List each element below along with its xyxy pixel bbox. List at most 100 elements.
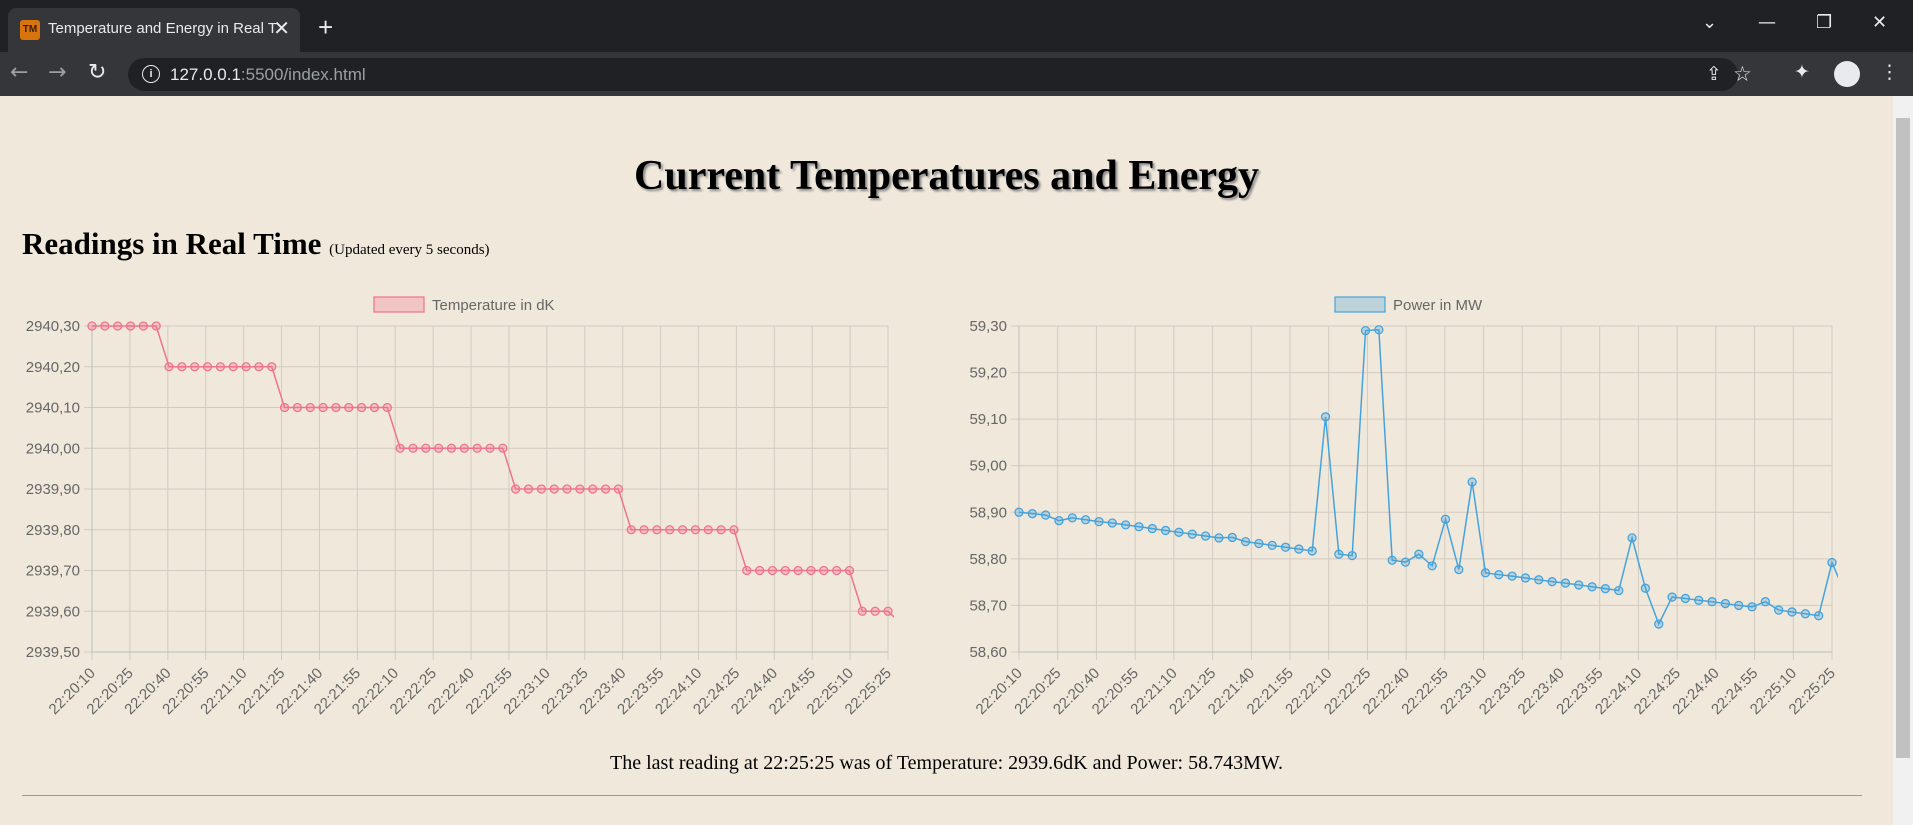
section-title: Readings in Real Time [22,226,322,261]
data-point [883,606,893,616]
data-point [1387,555,1397,565]
profile-avatar[interactable] [1834,61,1860,87]
data-point [857,606,867,616]
data-point [1560,578,1571,588]
data-point [485,443,495,453]
page-scrollbar[interactable] [1893,96,1913,825]
data-point [125,321,136,331]
forward-icon[interactable]: → [48,60,67,85]
data-point [1694,595,1704,605]
reload-icon[interactable]: ↻ [88,60,107,85]
data-point [1414,549,1424,559]
data-point [1747,602,1757,612]
data-point [665,525,675,535]
y-tick-label: 58,90 [969,504,1007,521]
data-point [1547,577,1557,587]
series-line [1018,328,1838,626]
data-point [1187,529,1197,539]
legend-label: Temperature in dK [432,297,555,314]
data-point [1294,544,1304,554]
data-point [331,402,341,413]
data-point [1574,580,1584,590]
data-point [433,443,444,453]
data-point [1267,540,1277,551]
tab-search-icon[interactable]: ⌄ [1702,12,1718,33]
data-point [1734,600,1744,611]
data-point [1440,514,1451,524]
data-point [1094,516,1104,527]
info-icon[interactable]: i [142,65,160,83]
y-tick-label: 58,60 [969,644,1007,661]
share-icon[interactable]: ⇪ [1706,63,1722,85]
new-tab-icon[interactable]: + [318,12,334,42]
legend-swatch [1334,296,1386,313]
restore-icon[interactable]: ❐ [1816,12,1833,33]
y-tick-label: 59,00 [969,458,1007,475]
data-point [511,484,521,494]
data-point [138,321,149,331]
data-point [1827,557,1837,568]
data-point [472,443,482,453]
tab-title: Temperature and Energy in Real T [48,20,278,37]
data-point [588,484,598,494]
data-point [767,565,778,576]
data-point [228,362,238,372]
data-point [1054,516,1064,526]
data-point [177,362,187,372]
minimize-icon[interactable]: — [1758,12,1776,33]
data-point [870,606,880,616]
scrollbar-thumb[interactable] [1896,118,1910,758]
data-point [305,402,315,413]
address-bar[interactable]: i 127.0.0.1:5500/index.html ⇪ ☆ [128,58,1752,91]
url-text[interactable]: 127.0.0.1:5500/index.html [170,65,366,85]
data-point [1800,609,1810,619]
data-point [793,565,803,576]
data-point [1787,607,1797,617]
data-point [806,565,816,576]
data-point [523,484,534,494]
data-point [1534,575,1544,585]
data-point [1640,583,1651,593]
y-tick-label: 59,20 [969,365,1007,382]
data-point [267,362,277,372]
data-point [1307,546,1317,556]
browser-tabstrip: TM Temperature and Energy in Real T ✕ + … [0,0,1913,52]
data-point [1427,561,1437,571]
divider [22,795,1862,796]
data-point [1454,564,1464,575]
data-point [100,321,110,331]
data-point [536,484,547,494]
data-point [626,525,636,535]
data-point [1600,584,1611,594]
close-tab-icon[interactable]: ✕ [273,18,290,40]
data-point [742,565,752,576]
data-point [729,525,739,535]
close-window-icon[interactable]: ✕ [1872,12,1888,33]
data-point [382,402,392,413]
data-point [1360,326,1371,336]
legend-swatch [373,296,425,313]
browser-tab[interactable]: TM Temperature and Energy in Real T ✕ [8,8,300,52]
data-point [1774,605,1784,615]
data-point [202,362,213,372]
menu-icon[interactable]: ⋮ [1880,61,1899,83]
data-point [1374,325,1384,335]
bookmark-star-icon[interactable]: ☆ [1733,62,1752,86]
extensions-icon[interactable]: ✦ [1794,61,1810,83]
back-icon[interactable]: ← [10,60,29,85]
data-point [1480,568,1491,578]
data-point [318,402,328,413]
data-point [1334,549,1344,559]
y-tick-label: 58,80 [969,551,1007,568]
y-tick-label: 2940,20 [26,359,80,376]
y-tick-label: 59,30 [969,318,1007,335]
data-point [1520,573,1531,583]
y-tick-label: 2939,60 [26,603,80,620]
data-point [87,321,97,331]
data-point [549,484,559,494]
data-point [369,402,380,413]
data-point [562,484,572,494]
favicon-icon: TM [20,20,40,40]
data-point [1120,520,1131,530]
data-point [1667,592,1677,602]
